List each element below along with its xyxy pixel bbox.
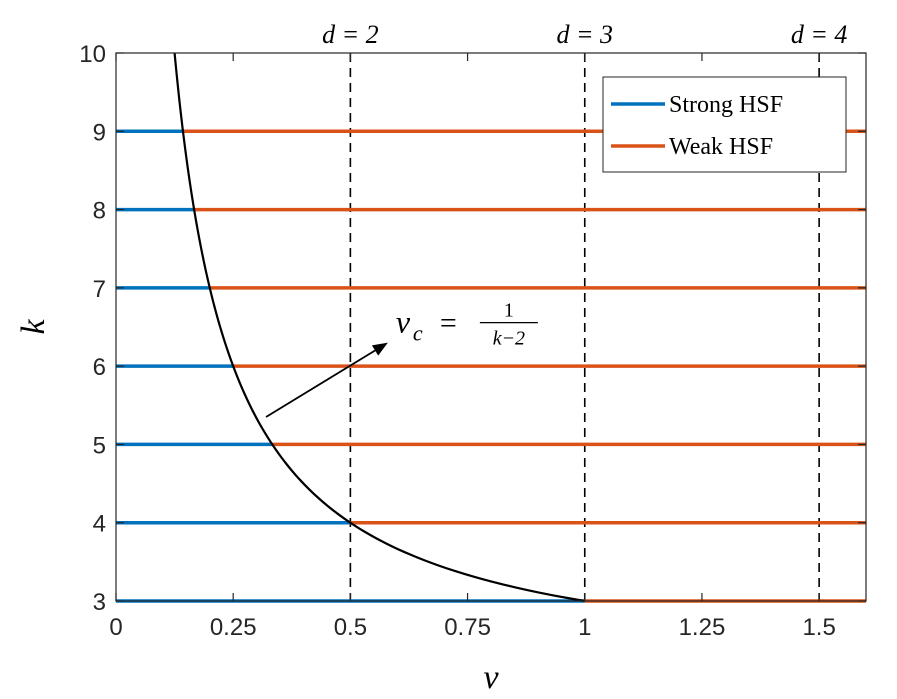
x-ticks: 0 0.25 0.5 0.75 1 1.25 1.5: [109, 53, 836, 641]
y-tick-label-7: 10: [79, 41, 106, 68]
annotation-denominator: k−2: [493, 328, 525, 350]
phase-lines: [116, 129, 866, 603]
curve-annotation: ν c = 1 k−2: [265, 300, 538, 418]
annotation-subscript: c: [413, 321, 423, 346]
x-tick-label-6: 1.5: [802, 614, 835, 641]
x-tick-label-3: 0.75: [444, 614, 491, 641]
critical-curve: [173, 52, 585, 603]
annotation-numerator: 1: [504, 300, 514, 322]
x-tick-label-5: 1.25: [679, 614, 726, 641]
x-tick-label-2: 0.5: [334, 614, 367, 641]
x-tick-label-1: 0.25: [210, 614, 257, 641]
dimension-lines: d = 2 d = 3 d = 4: [322, 20, 847, 601]
y-tick-label-3: 6: [93, 354, 106, 381]
dimension-label-0: d = 2: [322, 20, 379, 49]
legend-box: [602, 76, 847, 173]
y-axis-label: k: [15, 319, 52, 335]
y-tick-label-5: 8: [93, 198, 106, 225]
legend-label-weak: Weak HSF: [669, 134, 773, 160]
legend: Strong HSF Weak HSF: [602, 76, 847, 173]
y-tick-label-4: 7: [93, 276, 106, 303]
x-tick-label-4: 1: [578, 614, 591, 641]
x-axis-label: ν: [483, 659, 499, 696]
legend-label-strong: Strong HSF: [669, 92, 783, 118]
y-tick-label-6: 9: [93, 119, 106, 146]
y-tick-label-2: 5: [93, 432, 106, 459]
dimension-label-1: d = 3: [556, 20, 613, 49]
annotation-arrow: [265, 349, 376, 418]
annotation-arrowhead: [371, 342, 388, 356]
annotation-lhs: ν: [396, 304, 411, 340]
dimension-label-2: d = 4: [791, 20, 848, 49]
y-ticks: 3 4 5 6 7 8 9 10: [79, 41, 866, 616]
annotation-equals: =: [440, 307, 457, 340]
y-tick-label-0: 3: [93, 589, 106, 616]
axes-box: [115, 52, 867, 602]
x-tick-label-0: 0: [109, 614, 122, 641]
y-tick-label-1: 4: [93, 511, 106, 538]
